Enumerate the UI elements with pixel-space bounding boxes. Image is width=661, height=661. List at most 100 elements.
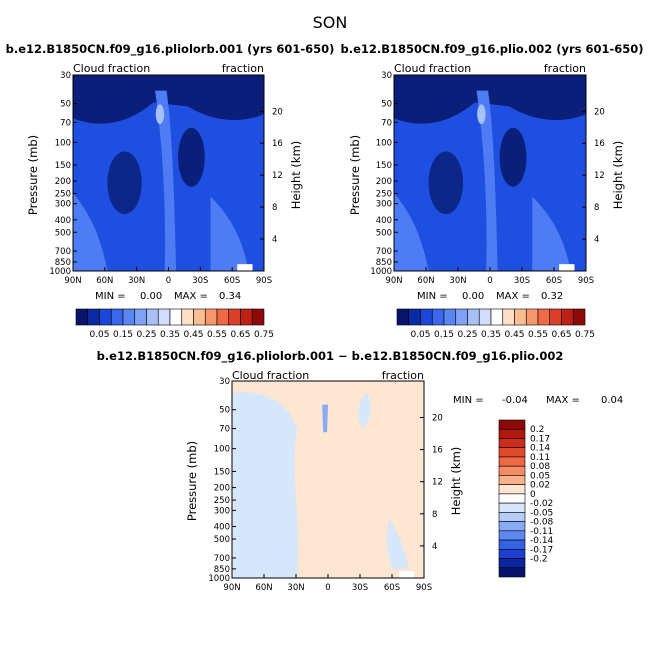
panel-right: b.e12.B1850CN.f09_g16.plio.002 (yrs 601-… bbox=[340, 42, 643, 302]
panel-left-sh-surface bbox=[210, 196, 249, 271]
panel-diff-nh-negative bbox=[232, 392, 299, 578]
panel-diff-ytick-label-3: 100 bbox=[214, 445, 230, 455]
panel-diff-min-label: MIN = bbox=[453, 395, 484, 406]
panel-left-y2label: Height (km) bbox=[289, 141, 303, 210]
colorbar-diff-swatch-16 bbox=[498, 567, 526, 578]
panel-right-max-label: MAX = bbox=[496, 291, 530, 302]
panel-left-right-label: fraction bbox=[222, 62, 264, 75]
panel-left-max-label: MAX = bbox=[174, 291, 208, 302]
panel-right-ytick-label-3: 100 bbox=[376, 138, 392, 148]
colorbar-right-label-1: 0.15 bbox=[434, 330, 454, 340]
panel-left-xtick-label-4: 30S bbox=[192, 276, 208, 286]
panel-left-xtick-label-1: 60N bbox=[96, 276, 113, 286]
panel-diff-y2tick-label-3: 8 bbox=[432, 510, 437, 520]
panel-diff: b.e12.B1850CN.f09_g16.pliolorb.001 − b.e… bbox=[97, 349, 624, 593]
panel-left-title: b.e12.B1850CN.f09_g16.pliolorb.001 (yrs … bbox=[6, 42, 335, 57]
panel-right-xtick-label-0: 90N bbox=[385, 276, 402, 286]
panel-left-ytick-label-6: 250 bbox=[55, 190, 71, 200]
colorbar-left-swatch-1 bbox=[87, 308, 100, 326]
panel-diff-ytick-label-8: 400 bbox=[214, 523, 230, 533]
colorbar-diff-swatch-9 bbox=[498, 502, 526, 513]
panel-left-min-label: MIN = bbox=[95, 291, 126, 302]
panel-diff-ytick-label-9: 500 bbox=[214, 535, 230, 545]
panel-left-ytick-label-8: 400 bbox=[55, 216, 71, 226]
colorbar-left-label-4: 0.45 bbox=[183, 330, 203, 340]
panel-diff-missing-cell bbox=[399, 571, 415, 578]
colorbar-left-swatch-7 bbox=[157, 308, 171, 326]
panel-right-y2tick-label-3: 8 bbox=[594, 203, 599, 213]
panel-right-nh-pool bbox=[428, 151, 464, 215]
panel-left-ytick-label-11: 850 bbox=[55, 258, 71, 268]
colorbar-left-swatch-10 bbox=[193, 308, 206, 326]
colorbar-right-label-6: 0.65 bbox=[551, 330, 571, 340]
colorbar-diff-swatch-8 bbox=[498, 493, 526, 504]
panel-diff-ylabel: Pressure (mb) bbox=[185, 441, 199, 521]
colorbar-diff-label-2: 0.14 bbox=[530, 444, 550, 454]
panel-left-ytick-label-4: 150 bbox=[55, 161, 71, 171]
panel-diff-ytick-label-2: 70 bbox=[219, 425, 230, 435]
colorbar-diff-swatch-6 bbox=[498, 475, 526, 485]
panel-left-nh-pool bbox=[107, 151, 142, 215]
colorbar-right-label-0: 0.05 bbox=[410, 330, 430, 340]
panel-right-xtick-label-1: 60N bbox=[417, 276, 434, 286]
panel-diff-ytick-label-1: 50 bbox=[219, 406, 230, 416]
colorbar-diff-label-12: -0.14 bbox=[530, 536, 554, 546]
panel-right-y2label: Height (km) bbox=[611, 141, 625, 210]
panel-right-ytick-label-9: 500 bbox=[376, 228, 392, 238]
colorbar-diff-label-4: 0.08 bbox=[530, 462, 550, 472]
panel-right-ytick-label-2: 70 bbox=[381, 118, 392, 128]
colorbar-right-swatch-9 bbox=[502, 308, 515, 326]
colorbar-diff-swatch-5 bbox=[498, 465, 526, 476]
colorbar-left-swatch-14 bbox=[240, 308, 253, 326]
colorbar-right-swatch-8 bbox=[490, 308, 504, 326]
colorbar-right-swatch-7 bbox=[478, 308, 492, 326]
panel-right-y2tick-label-4: 4 bbox=[594, 235, 599, 245]
panel-left-ytick-label-2: 70 bbox=[60, 118, 71, 128]
panel-right-missing-cell bbox=[559, 264, 575, 271]
colorbar-left-label-3: 0.35 bbox=[160, 330, 180, 340]
colorbar-right-label-4: 0.45 bbox=[504, 330, 524, 340]
panel-right-upper-band bbox=[394, 75, 586, 124]
panel-diff-xtick-label-6: 90S bbox=[416, 583, 432, 593]
panel-right-ytick-label-11: 850 bbox=[376, 258, 392, 268]
colorbar-right-swatch-13 bbox=[549, 308, 562, 326]
panel-left-upper-max bbox=[155, 104, 165, 124]
panel-right-ytick-label-6: 250 bbox=[376, 190, 392, 200]
panel-left-ylabel: Pressure (mb) bbox=[26, 135, 40, 215]
panel-right-left-label: Cloud fraction bbox=[394, 62, 471, 75]
panel-left-ytick-label-3: 100 bbox=[55, 138, 71, 148]
panel-diff-sh-negative bbox=[386, 518, 409, 571]
panel-right-ytick-label-4: 150 bbox=[376, 161, 392, 171]
panel-left-tropical-column bbox=[155, 90, 177, 271]
panel-left-nh-surface bbox=[73, 192, 108, 271]
panel-diff-upper-negative bbox=[358, 392, 371, 429]
panel-diff-field bbox=[232, 381, 424, 578]
panel-right-xtick-label-6: 90S bbox=[578, 276, 594, 286]
panel-diff-min-value: -0.04 bbox=[502, 395, 528, 406]
panel-diff-tropical-negative bbox=[322, 404, 328, 433]
panel-left-xtick-label-0: 90N bbox=[64, 276, 81, 286]
colorbar-diff-label-10: -0.08 bbox=[530, 518, 554, 528]
panel-left-left-label: Cloud fraction bbox=[73, 62, 150, 75]
panel-left: b.e12.B1850CN.f09_g16.pliolorb.001 (yrs … bbox=[6, 42, 335, 302]
colorbar-diff-label-0: 0.2 bbox=[530, 425, 544, 435]
panel-right-ytick-label-1: 50 bbox=[381, 100, 392, 110]
season-title: SON bbox=[313, 13, 348, 32]
colorbar-right-swatch-5 bbox=[455, 308, 468, 326]
colorbar-diff-swatch-7 bbox=[498, 484, 526, 495]
panel-right-max-value: 0.32 bbox=[541, 291, 563, 302]
panel-right-ytick-label-10: 700 bbox=[376, 247, 392, 257]
colorbars: 0.05 0.15 0.25 0.35 0.45 0.55 0.65 0.75 0.05 0.15… bbox=[75, 308, 595, 578]
colorbar-right-swatch-2 bbox=[420, 308, 433, 326]
panel-left-xtick-label-2: 30N bbox=[128, 276, 145, 286]
colorbar-left-swatch-12 bbox=[216, 308, 230, 326]
colorbar-left-label-7: 0.75 bbox=[254, 330, 274, 340]
colorbar-left-label-2: 0.25 bbox=[136, 330, 156, 340]
panel-left-ytick-label-0: 30 bbox=[60, 71, 71, 81]
colorbar-diff-label-1: 0.17 bbox=[530, 434, 550, 444]
panel-diff-left-label: Cloud fraction bbox=[232, 369, 309, 382]
colorbar-diff-swatch-1 bbox=[498, 428, 526, 439]
colorbar-left-swatch-0 bbox=[75, 308, 89, 326]
panel-right-right-label: fraction bbox=[544, 62, 586, 75]
panel-left-sh-pool bbox=[178, 127, 205, 187]
